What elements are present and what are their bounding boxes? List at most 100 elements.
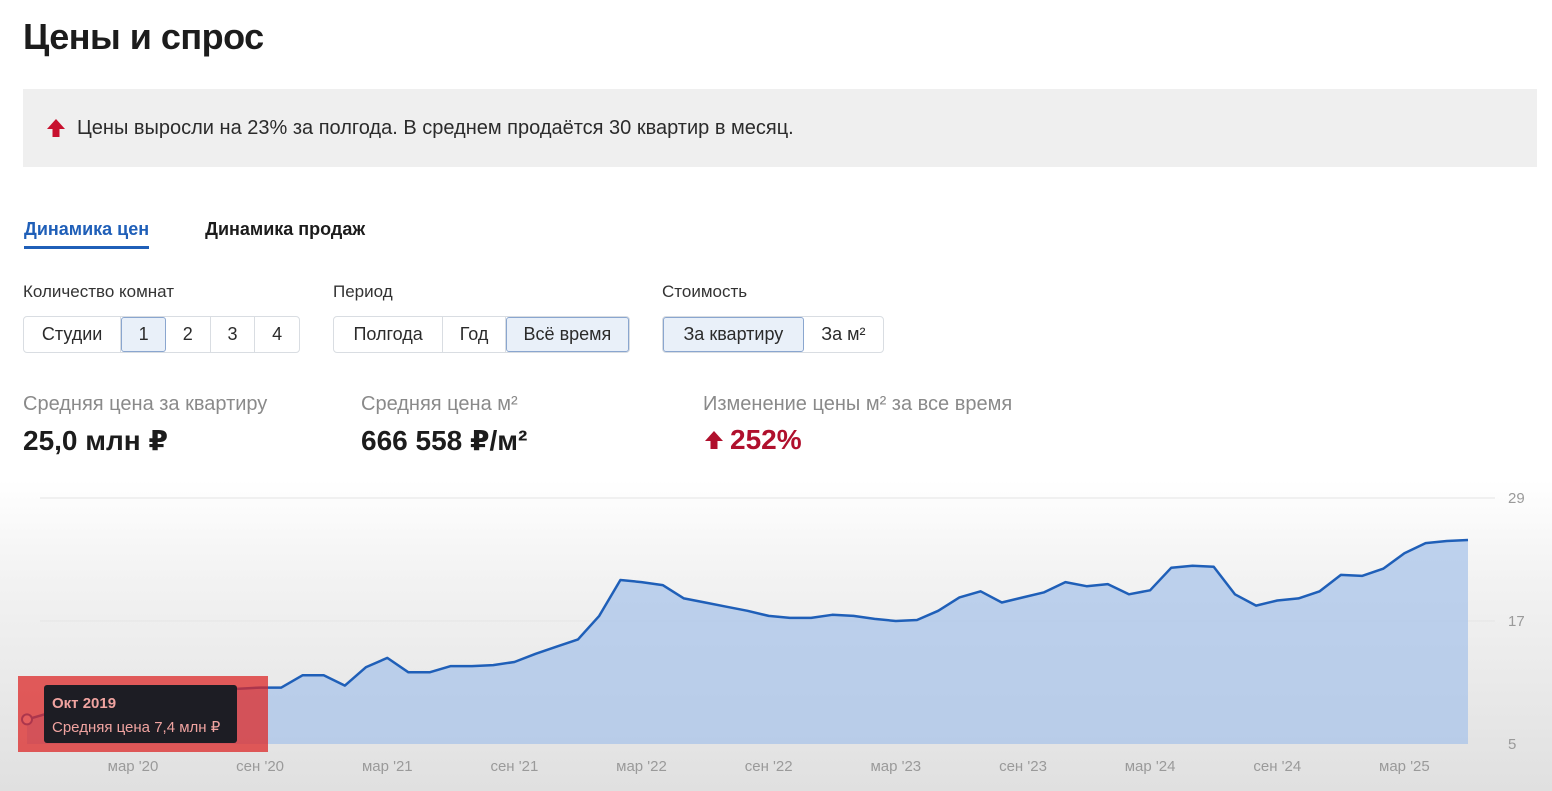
data-point: [639, 579, 645, 585]
data-point: [405, 669, 411, 675]
data-point: [702, 600, 708, 606]
period-option-year[interactable]: Год: [443, 317, 506, 352]
rooms-option-2[interactable]: 2: [166, 317, 211, 352]
rooms-option-4[interactable]: 4: [272, 324, 283, 344]
rooms-option-3[interactable]: 3: [211, 317, 256, 352]
data-point: [1190, 563, 1196, 569]
data-point: [1211, 564, 1217, 570]
data-point: [1062, 579, 1068, 585]
data-point: [554, 644, 560, 650]
data-point: [1168, 565, 1174, 571]
stat-avg-price: Средняя цена за квартиру 25,0 млн ₽: [23, 393, 267, 457]
data-point: [681, 595, 687, 601]
rooms-option-1[interactable]: 1: [121, 317, 166, 352]
data-point: [490, 662, 496, 668]
data-point: [1296, 595, 1302, 601]
stat-avg-price-value: 25,0 млн ₽: [23, 425, 168, 456]
data-point: [660, 582, 666, 588]
cost-segmented-control: За квартиру За м²: [662, 316, 884, 353]
banner-text: Цены выросли на 23% за полгода. В средне…: [77, 116, 794, 139]
tabs: Динамика цен Динамика продаж: [24, 219, 365, 249]
data-point: [321, 672, 327, 678]
data-point: [596, 613, 602, 619]
x-tick-label: мар '24: [1125, 758, 1176, 775]
rooms-filter-label: Количество комнат: [23, 282, 175, 301]
data-point: [1359, 573, 1365, 579]
data-point: [1338, 572, 1344, 578]
x-tick-label: сен '21: [490, 758, 538, 775]
data-point: [1380, 566, 1386, 572]
tooltip-title: Окт 2019: [52, 695, 117, 712]
data-point: [448, 663, 454, 669]
data-point: [278, 685, 284, 691]
rooms-segmented-control: Студии 1 2 3 4: [23, 316, 300, 353]
x-tick-label: сен '20: [236, 758, 284, 775]
y-tick-label: 5: [1508, 736, 1516, 753]
data-point: [1444, 538, 1450, 544]
stat-avg-price-m2-label: Средняя цена м²: [361, 393, 518, 415]
data-point: [914, 617, 920, 623]
tooltip-text: Средняя цена 7,4 млн ₽: [52, 719, 221, 736]
data-point: [1401, 550, 1407, 556]
data-point: [935, 608, 941, 614]
info-banner: Цены выросли на 23% за полгода. В средне…: [23, 89, 1537, 167]
data-point: [427, 669, 433, 675]
x-tick-label: мар '25: [1379, 758, 1430, 775]
period-option-all-time[interactable]: Всё время: [505, 317, 629, 352]
x-tick-label: мар '23: [870, 758, 921, 775]
arrow-up-icon: [47, 119, 65, 137]
data-point: [469, 663, 475, 669]
cost-filter-label: Стоимость: [662, 282, 748, 301]
x-tick-label: мар '21: [362, 758, 413, 775]
data-point: [829, 612, 835, 618]
cost-option-per-m2[interactable]: За м²: [821, 324, 866, 344]
cost-option-per-flat[interactable]: За квартиру: [663, 317, 804, 352]
data-point: [1126, 591, 1132, 597]
cost-filter: Стоимость За квартиру За м²: [662, 282, 884, 353]
data-point: [766, 613, 772, 619]
tab-price-dynamics[interactable]: Динамика цен: [24, 219, 150, 249]
tab-sales-dynamics[interactable]: Динамика продаж: [205, 219, 366, 239]
rooms-option-studio[interactable]: Студии: [24, 317, 122, 352]
data-point: [511, 659, 517, 665]
x-tick-label: сен '24: [1253, 758, 1301, 775]
chart-tooltip: Окт 2019 Средняя цена 7,4 млн ₽: [44, 685, 237, 743]
stat-price-change: Изменение цены м² за все время 252%: [703, 393, 1012, 456]
data-point: [1105, 581, 1111, 587]
data-point: [1147, 587, 1153, 593]
period-filter: Период Полгода Год Всё время: [333, 282, 630, 353]
data-point: [1041, 589, 1047, 595]
data-point: [893, 618, 899, 624]
price-area: [27, 540, 1468, 744]
data-point: [723, 604, 729, 610]
data-point: [1465, 537, 1471, 543]
x-tick-label: мар '22: [616, 758, 667, 775]
data-point: [384, 655, 390, 661]
period-option-half-year[interactable]: Полгода: [334, 317, 444, 352]
data-point: [1253, 603, 1259, 609]
period-filter-label: Период: [333, 282, 393, 301]
data-point: [617, 577, 623, 583]
data-point: [1317, 588, 1323, 594]
data-point: [575, 636, 581, 642]
data-point: [1232, 591, 1238, 597]
data-point: [999, 600, 1005, 606]
stat-price-change-row: 252%: [703, 424, 1012, 456]
data-point: [745, 608, 751, 614]
arrow-up-icon: [705, 431, 723, 449]
data-point: [533, 651, 539, 657]
data-point: [300, 672, 306, 678]
data-point: [787, 615, 793, 621]
period-segmented-control: Полгода Год Всё время: [333, 316, 630, 353]
price-chart-svg: 29 17 5 мар '20 сен '20 мар '21 сен '21 мар '22…: [21, 490, 1525, 775]
price-chart[interactable]: 29 17 5 мар '20 сен '20 мар '21 сен '21 мар '22…: [0, 480, 1552, 791]
rooms-filter: Количество комнат Студии 1 2 3 4: [23, 282, 300, 353]
stat-price-change-label: Изменение цены м² за все время: [703, 393, 1013, 415]
data-point: [1084, 583, 1090, 589]
data-point: [1020, 594, 1026, 600]
y-tick-label: 29: [1508, 490, 1525, 507]
data-point: [956, 594, 962, 600]
page-title: Цены и спрос: [23, 16, 264, 57]
data-point: [363, 664, 369, 670]
stat-avg-price-m2: Средняя цена м² 666 558 ₽/м²: [361, 393, 527, 457]
